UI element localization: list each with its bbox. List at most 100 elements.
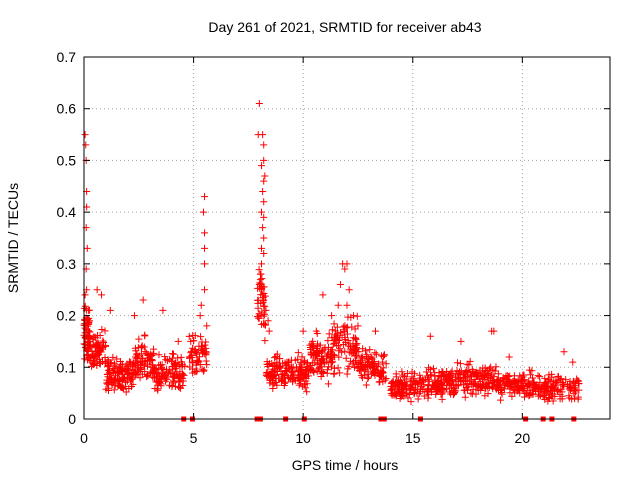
- data-point: [446, 380, 454, 388]
- data-point: [268, 374, 276, 382]
- data-point: [379, 358, 387, 366]
- data-point: [119, 384, 127, 392]
- data-point: [450, 384, 458, 392]
- data-point: [408, 377, 416, 385]
- data-point: [128, 382, 136, 390]
- data-point: [260, 250, 268, 258]
- data-point: [127, 375, 135, 383]
- data-point: [269, 361, 277, 369]
- x-axis-label: GPS time / hours: [292, 457, 399, 473]
- data-point: [399, 385, 407, 393]
- data-point: [523, 390, 531, 398]
- data-point: [160, 374, 168, 382]
- data-point: [424, 381, 432, 389]
- data-point: [300, 358, 308, 366]
- data-point: [106, 360, 114, 368]
- data-point: [471, 375, 479, 383]
- data-point: [106, 374, 114, 382]
- data-point: [479, 364, 487, 372]
- data-point: [324, 337, 332, 345]
- data-point: [403, 389, 411, 397]
- data-point: [198, 347, 206, 355]
- data-point: [280, 371, 288, 379]
- data-point: [359, 345, 367, 353]
- data-point: [503, 372, 511, 380]
- data-point: [513, 378, 521, 386]
- data-point: [177, 353, 185, 361]
- data-point: [114, 369, 122, 377]
- data-point: [123, 374, 131, 382]
- data-point: [415, 390, 423, 398]
- data-point: [161, 353, 169, 361]
- data-point: [168, 382, 176, 390]
- data-point: [454, 373, 462, 381]
- data-point: [462, 376, 470, 384]
- data-point: [428, 388, 436, 396]
- data-point: [168, 372, 176, 380]
- data-point: [414, 380, 422, 388]
- data-point: [175, 378, 183, 386]
- data-point: [279, 359, 287, 367]
- data-point: [261, 337, 269, 345]
- data-point: [519, 386, 527, 394]
- data-point: [406, 390, 414, 398]
- data-point: [487, 373, 495, 381]
- data-point: [172, 364, 180, 372]
- data-point: [82, 141, 90, 149]
- data-point: [133, 362, 141, 370]
- data-point: [570, 390, 578, 398]
- data-point: [260, 310, 268, 318]
- data-point: [255, 100, 263, 108]
- data-point: [279, 371, 287, 379]
- data-point: [392, 370, 400, 378]
- data-point: [197, 301, 205, 309]
- data-point: [201, 193, 209, 201]
- data-point: [366, 346, 374, 354]
- data-point: [124, 371, 132, 379]
- data-point: [558, 392, 566, 400]
- data-point: [144, 350, 152, 358]
- data-point: [529, 378, 537, 386]
- data-point: [312, 344, 320, 352]
- data-point: [528, 367, 536, 375]
- data-point: [354, 322, 362, 330]
- data-point: [260, 302, 268, 310]
- data-point: [299, 327, 307, 335]
- data-point: [185, 332, 193, 340]
- data-point: [338, 348, 346, 356]
- data-point: [131, 344, 139, 352]
- data-point: [513, 383, 521, 391]
- x-tick-label: 10: [295, 430, 311, 446]
- data-point: [260, 296, 268, 304]
- data-point: [199, 367, 207, 375]
- data-point: [568, 395, 576, 403]
- data-point: [328, 326, 336, 334]
- data-point: [351, 346, 359, 354]
- data-point: [455, 370, 463, 378]
- data-point: [260, 141, 268, 149]
- data-point: [167, 369, 175, 377]
- data-point: [472, 390, 480, 398]
- data-point: [528, 374, 536, 382]
- data-point: [119, 375, 127, 383]
- data-point: [108, 378, 116, 386]
- data-point: [313, 368, 321, 376]
- data-point: [130, 312, 138, 320]
- data-point: [545, 371, 553, 379]
- data-point: [143, 356, 151, 364]
- data-point: [539, 393, 547, 401]
- data-point: [430, 365, 438, 373]
- data-point: [259, 187, 267, 195]
- data-point: [476, 383, 484, 391]
- data-point: [318, 347, 326, 355]
- data-point: [425, 377, 433, 385]
- data-point: [258, 208, 266, 216]
- data-point: [418, 377, 426, 385]
- data-point: [520, 376, 528, 384]
- data-point: [575, 386, 583, 394]
- data-point: [340, 328, 348, 336]
- data-point: [261, 172, 269, 180]
- data-point: [157, 382, 165, 390]
- data-point: [564, 381, 572, 389]
- data-point: [344, 336, 352, 344]
